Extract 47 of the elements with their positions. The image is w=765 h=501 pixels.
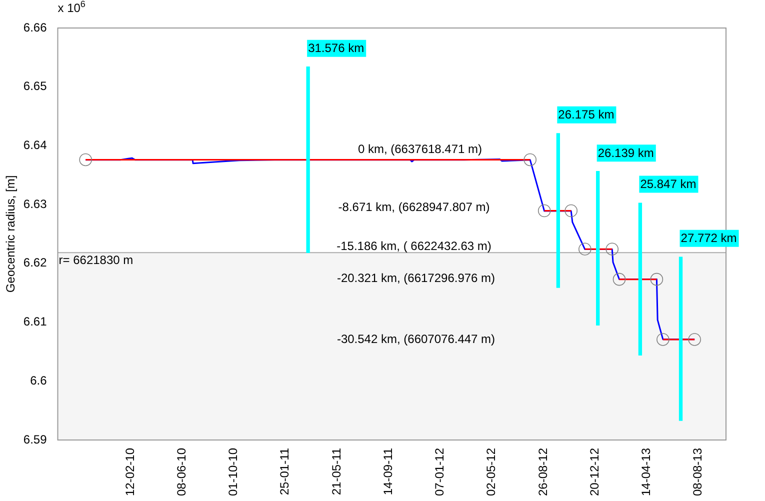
annotation: 26.175 km (558, 108, 614, 122)
x-tick-label: 20-12-12 (587, 448, 602, 496)
y-tick-label: 6.6 (30, 373, 48, 388)
x-tick-label: 14-04-13 (638, 448, 653, 496)
y-tick-label: 6.63 (23, 196, 48, 211)
point (564, 204, 578, 218)
x-tick-label: 08-08-13 (690, 448, 704, 496)
annotation: 31.576 km (308, 41, 364, 56)
point (79, 153, 92, 166)
point (650, 272, 664, 286)
point (612, 272, 626, 286)
x-tick-label: 25-01-11 (278, 448, 292, 496)
point (656, 333, 670, 346)
x-tick-label: 01-10-10 (226, 448, 240, 496)
point (688, 333, 701, 346)
annotation: 25.847 km (640, 177, 696, 192)
y-tick-label: 6.65 (23, 79, 48, 94)
bar (556, 133, 560, 288)
annotation: -20.321 km, (6617296.976 m) (336, 271, 496, 285)
bar (306, 66, 310, 253)
x-tick-label: 12-02-10 (122, 448, 137, 496)
x-tick-label: 26-08-12 (536, 448, 550, 496)
y-axis-title: Geocentric radius, [m] (4, 175, 18, 293)
y-tick-label: 6.59 (23, 432, 48, 446)
y-tick-label: 6.64 (23, 138, 48, 152)
annotation: -8.671 km, (6628947.807 m) (338, 200, 490, 214)
x-tick-label: 07-01-12 (432, 448, 446, 496)
point (578, 242, 592, 256)
point (538, 204, 551, 218)
bar (678, 256, 683, 421)
y-tick-label: 6.61 (23, 314, 48, 329)
y-tick-label: 6.62 (23, 256, 48, 270)
x-tick-label: 21-05-11 (329, 448, 344, 496)
point (524, 153, 536, 166)
bar (596, 171, 600, 326)
y-tick-label: 6.66 (23, 20, 48, 34)
x-tick-label: 14-09-11 (381, 448, 396, 496)
annotation: -30.542 km, (6607076.447 m) (336, 332, 496, 346)
band-label: r= 6621830 m (58, 252, 134, 267)
annotation: 27.772 km (680, 231, 737, 246)
annotation: 0 km, (6637618.471 m) (358, 142, 482, 156)
x-tick-label: 02-05-12 (484, 448, 498, 496)
point (606, 242, 619, 256)
x-tick-label: 08-06-10 (174, 448, 189, 496)
annotation: -15.186 km, ( 6622432.63 m) (336, 239, 492, 253)
annotation: 26.139 km (598, 146, 654, 160)
bar (638, 202, 642, 356)
